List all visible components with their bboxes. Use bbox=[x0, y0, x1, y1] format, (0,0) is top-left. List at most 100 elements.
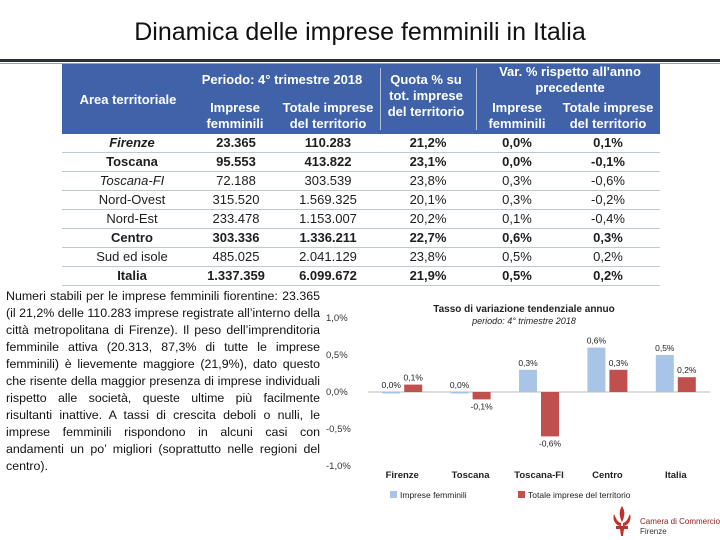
header-var: Var. % rispetto all'anno precedente bbox=[499, 64, 641, 95]
cell-var-imp: 0,3% bbox=[502, 173, 532, 188]
cell-var-imp: 0,5% bbox=[502, 249, 532, 264]
header-divider bbox=[380, 68, 381, 130]
chart-title: Tasso di variazione tendenziale annuo bbox=[433, 304, 615, 315]
cell-var-imp: 0,0% bbox=[502, 135, 532, 150]
cell-area: Toscana bbox=[106, 154, 158, 169]
cell-quota: 21,9% bbox=[409, 268, 447, 283]
cell-quota: 21,2% bbox=[409, 135, 447, 150]
bar-imprese-femminili bbox=[450, 392, 469, 394]
bar-imprese-femminili bbox=[655, 355, 674, 392]
data-table: Area territoriale Periodo: 4° trimestre … bbox=[62, 64, 660, 286]
table-row: Toscana 95.553 413.822 23,1% 0,0% -0,1% bbox=[62, 153, 660, 172]
y-tick-label: 0,5% bbox=[326, 350, 348, 361]
cell-var-tot: 0,3% bbox=[593, 230, 623, 245]
cell-totale: 1.336.211 bbox=[299, 230, 357, 245]
cell-totale: 6.099.672 bbox=[299, 268, 357, 283]
cell-area: Firenze bbox=[109, 135, 155, 150]
table-row: Nord-Ovest 315.520 1.569.325 20,1% 0,3% -0,2% bbox=[62, 191, 660, 210]
commentary-paragraph: Numeri stabili per le imprese femminili … bbox=[6, 289, 320, 473]
cell-quota: 23,1% bbox=[409, 154, 447, 169]
y-tick-label: 0,0% bbox=[326, 387, 348, 398]
cell-area: Nord-Ovest bbox=[98, 192, 166, 207]
y-tick-label: -0,5% bbox=[326, 424, 351, 435]
cell-imprese: 303.336 bbox=[212, 230, 260, 245]
bar-data-label: -0,6% bbox=[539, 438, 562, 448]
legend-swatch-imprese bbox=[390, 491, 397, 498]
table-body: Firenze 23.365 110.283 21,2% 0,0% 0,1% Toscana… bbox=[62, 134, 660, 286]
header-divider bbox=[476, 68, 477, 130]
cell-var-imp: 0,5% bbox=[502, 268, 532, 283]
table-row: Firenze 23.365 110.283 21,2% 0,0% 0,1% bbox=[62, 134, 660, 153]
x-tick-label: Toscana-FI bbox=[514, 470, 563, 481]
legend-label-imprese: Imprese femminili bbox=[400, 490, 467, 500]
cell-var-tot: 0,2% bbox=[593, 268, 623, 283]
x-tick-label: Italia bbox=[665, 470, 687, 481]
title-divider bbox=[0, 59, 720, 62]
chart-subtitle: periodo: 4° trimestre 2018 bbox=[471, 316, 576, 326]
logo-background bbox=[606, 500, 720, 540]
table-row: Nord-Est 233.478 1.153.007 20,2% 0,1% -0,4% bbox=[62, 210, 660, 229]
header-col-imprese: Imprese femminili bbox=[206, 100, 264, 131]
table-row: Centro 303.336 1.336.211 22,7% 0,6% 0,3% bbox=[62, 229, 660, 248]
cell-var-tot: 0,1% bbox=[593, 135, 623, 150]
variation-bar-chart: Tasso di variazione tendenziale annuoper… bbox=[326, 304, 710, 500]
y-tick-label: 1,0% bbox=[326, 313, 348, 324]
title-divider-thin bbox=[0, 63, 720, 64]
cell-area: Toscana-FI bbox=[99, 173, 165, 188]
cell-var-tot: -0,4% bbox=[591, 211, 625, 226]
header-period: Periodo: 4° trimestre 2018 bbox=[201, 72, 363, 87]
x-tick-label: Firenze bbox=[386, 470, 419, 481]
bar-data-label: 0,3% bbox=[518, 358, 538, 368]
table-header: Area territoriale Periodo: 4° trimestre … bbox=[62, 64, 660, 134]
cell-area: Nord-Est bbox=[106, 211, 158, 226]
logo-text-2: Firenze bbox=[640, 527, 667, 536]
cell-var-imp: 0,6% bbox=[502, 230, 532, 245]
cell-totale: 110.283 bbox=[304, 135, 352, 150]
cell-totale: 1.153.007 bbox=[299, 211, 357, 226]
bar-data-label: 0,6% bbox=[587, 336, 607, 346]
cell-var-tot: -0,1% bbox=[591, 154, 625, 169]
cell-totale: 303.539 bbox=[304, 173, 352, 188]
cell-quota: 22,7% bbox=[409, 230, 447, 245]
legend-label-totale: Totale imprese del territorio bbox=[528, 490, 631, 500]
cell-var-imp: 0,3% bbox=[502, 192, 532, 207]
bar-imprese-femminili bbox=[587, 347, 606, 392]
bar-data-label: -0,1% bbox=[470, 401, 493, 411]
bar-imprese-femminili bbox=[382, 392, 401, 394]
bar-data-label: 0,1% bbox=[404, 373, 424, 383]
cell-var-tot: 0,2% bbox=[593, 249, 623, 264]
cell-quota: 23,8% bbox=[409, 249, 447, 264]
bar-totale-imprese bbox=[609, 369, 628, 392]
cell-var-tot: -0,6% bbox=[591, 173, 625, 188]
cell-totale: 2.041.129 bbox=[299, 249, 357, 264]
legend-swatch-totale bbox=[518, 491, 525, 498]
bar-totale-imprese bbox=[472, 392, 491, 400]
cell-quota: 20,1% bbox=[409, 192, 447, 207]
cell-area: Italia bbox=[117, 268, 147, 283]
cell-var-tot: -0,2% bbox=[591, 192, 625, 207]
bar-data-label: 0,0% bbox=[450, 380, 470, 390]
fleur-de-lis-icon bbox=[613, 506, 631, 536]
x-tick-label: Centro bbox=[592, 470, 623, 481]
cell-quota: 23,8% bbox=[409, 173, 447, 188]
header-col-imprese-var: Imprese femminili bbox=[488, 100, 546, 131]
cell-totale: 1.569.325 bbox=[299, 192, 357, 207]
cell-quota: 20,2% bbox=[409, 211, 447, 226]
cell-imprese: 72.188 bbox=[216, 173, 256, 188]
table-row: Italia 1.337.359 6.099.672 21,9% 0,5% 0,2% bbox=[62, 267, 660, 286]
cell-var-imp: 0,0% bbox=[502, 154, 532, 169]
chamber-logo: Camera di Commercio Firenze bbox=[606, 500, 720, 540]
cell-imprese: 485.025 bbox=[212, 249, 260, 264]
bar-data-label: 0,3% bbox=[609, 358, 629, 368]
cell-imprese: 315.520 bbox=[212, 192, 260, 207]
bar-totale-imprese bbox=[677, 377, 696, 392]
bar-totale-imprese bbox=[404, 384, 423, 392]
x-tick-label: Toscana bbox=[452, 470, 491, 481]
table-row: Sud ed isole 485.025 2.041.129 23,8% 0,5% 0,2… bbox=[62, 248, 660, 267]
cell-imprese: 23.365 bbox=[216, 135, 256, 150]
header-col-totale-var: Totale imprese del territorio bbox=[562, 100, 654, 131]
bar-data-label: 0,2% bbox=[677, 365, 697, 375]
bar-data-label: 0,0% bbox=[382, 380, 402, 390]
bar-imprese-femminili bbox=[519, 369, 537, 392]
y-tick-label: -1,0% bbox=[326, 461, 351, 472]
